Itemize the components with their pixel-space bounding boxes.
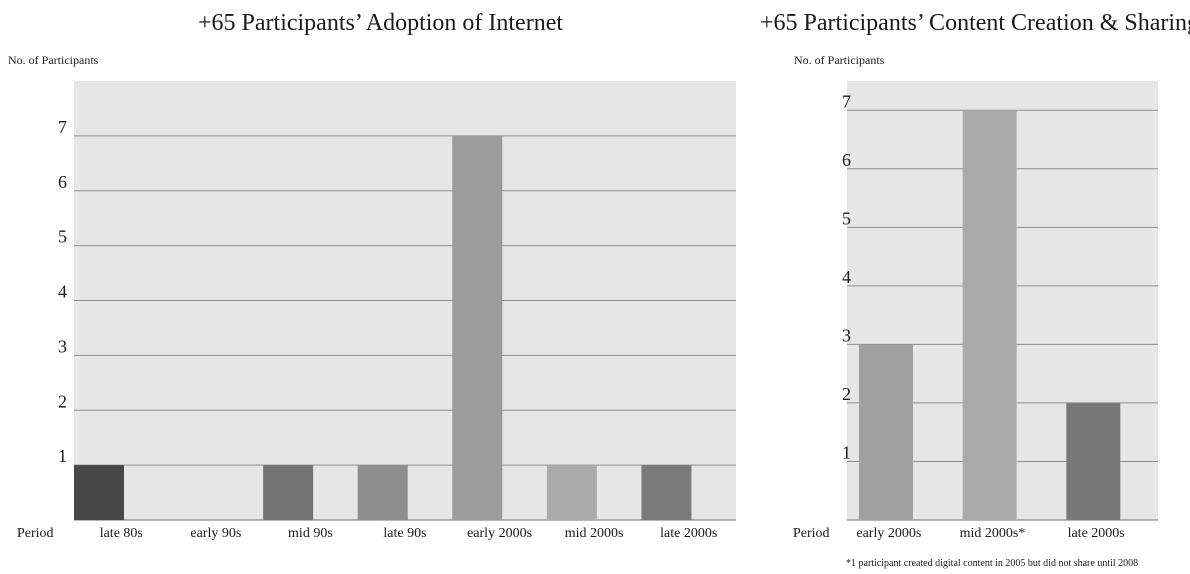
y-tick-label: 2 bbox=[58, 391, 67, 411]
chart-adoption-of-internet: +65 Participants’ Adoption of Internet N… bbox=[8, 10, 736, 541]
y-tick-label: 7 bbox=[58, 117, 67, 137]
chart-plot-area: 1 2 3 4 5 6 7 late 80s early 90s mid 90s late 90s e… bbox=[17, 81, 736, 541]
y-tick-label: 7 bbox=[842, 91, 851, 111]
y-tick-label: 1 bbox=[58, 446, 67, 466]
bar bbox=[962, 110, 1017, 521]
y-tick-label: 4 bbox=[58, 282, 67, 302]
x-tick-label: mid 2000s* bbox=[960, 526, 1026, 541]
bar bbox=[1066, 402, 1121, 520]
y-axis-label: No. of Participants bbox=[794, 53, 885, 67]
chart-plot-area: 1 2 3 4 5 6 7 early 2000s mid 2000s* late 2000s Pe… bbox=[793, 81, 1158, 541]
bar bbox=[859, 344, 913, 520]
chart-content-creation-sharing: +65 Participants’ Content Creation & Sha… bbox=[750, 0, 1190, 574]
bar bbox=[357, 465, 408, 520]
y-tick-label: 3 bbox=[842, 325, 851, 345]
x-tick-label: late 90s bbox=[383, 526, 426, 541]
y-tick-label: 5 bbox=[842, 208, 851, 228]
x-axis-label: Period bbox=[17, 526, 54, 541]
y-axis-label: No. of Participants bbox=[8, 53, 99, 67]
bar bbox=[546, 465, 597, 520]
x-tick-label: early 2000s bbox=[856, 526, 921, 541]
y-tick-label: 6 bbox=[58, 172, 67, 192]
x-tick-label: late 80s bbox=[100, 526, 143, 541]
x-tick-label: mid 90s bbox=[288, 526, 333, 541]
x-axis-label: Period bbox=[793, 526, 830, 541]
bar bbox=[641, 465, 692, 520]
y-tick-label: 2 bbox=[842, 384, 851, 404]
x-tick-label: mid 2000s bbox=[565, 526, 624, 541]
y-tick-label: 4 bbox=[842, 267, 851, 287]
chart-footnote: *1 participant created digital content i… bbox=[846, 558, 1139, 569]
x-tick-label: early 90s bbox=[190, 526, 241, 541]
y-tick-label: 3 bbox=[58, 336, 67, 356]
chart-title: +65 Participants’ Content Creation & Sha… bbox=[760, 10, 1190, 36]
bar bbox=[74, 465, 124, 520]
bar bbox=[263, 465, 314, 520]
x-tick-label: late 2000s bbox=[1068, 526, 1125, 541]
y-tick-label: 1 bbox=[842, 442, 851, 462]
y-tick-label: 5 bbox=[58, 227, 67, 247]
bar bbox=[452, 135, 503, 520]
x-tick-label: early 2000s bbox=[467, 526, 532, 541]
y-tick-label: 6 bbox=[842, 150, 851, 170]
x-tick-label: late 2000s bbox=[660, 526, 717, 541]
chart-title: +65 Participants’ Adoption of Internet bbox=[198, 10, 564, 36]
